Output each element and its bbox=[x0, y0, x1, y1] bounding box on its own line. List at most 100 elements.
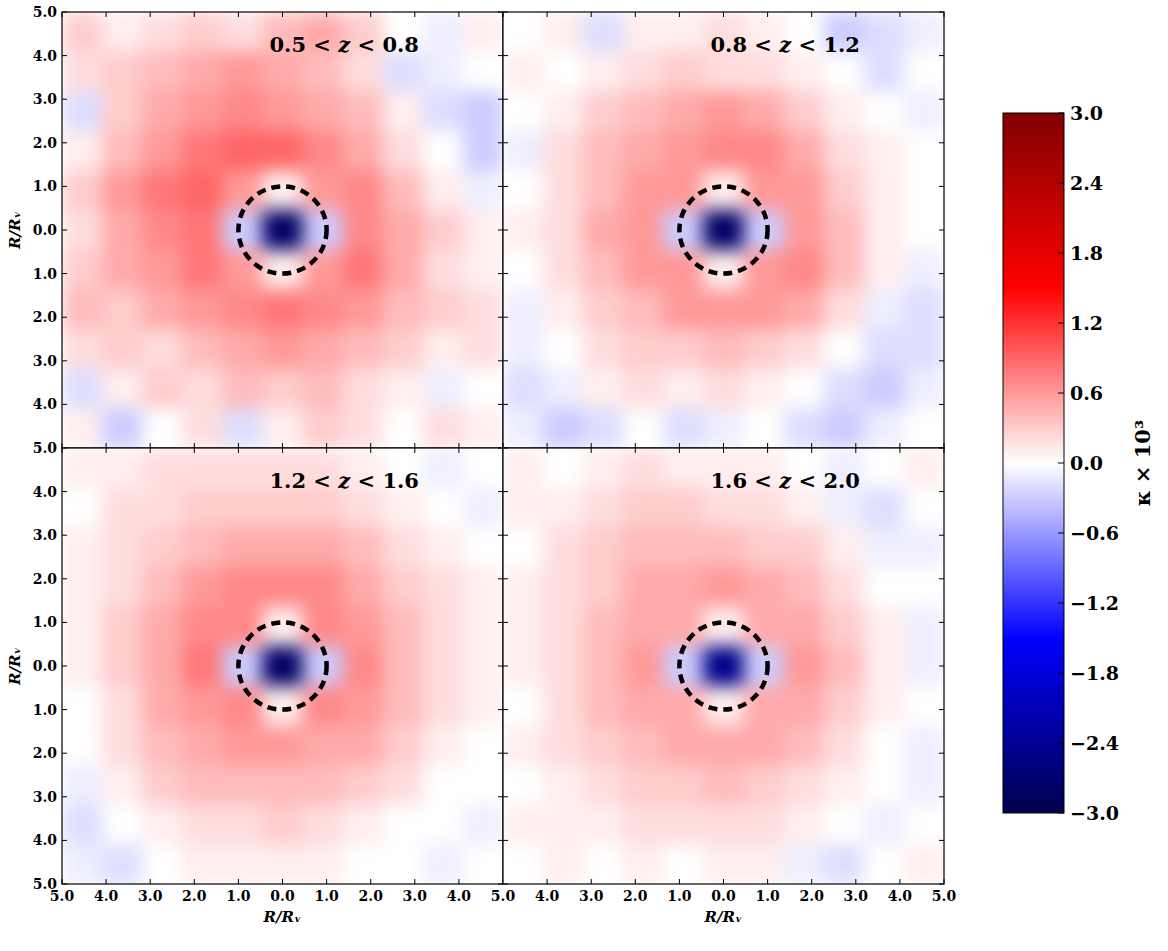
colorbar-tick-label: 3.0 bbox=[1070, 102, 1103, 124]
y-tick bbox=[62, 99, 67, 100]
heatmap-cell bbox=[182, 488, 223, 528]
heatmap-cell bbox=[744, 567, 785, 607]
x-tick-label: 2.0 bbox=[182, 888, 207, 904]
colorbar-tick-label: 1.8 bbox=[1070, 242, 1103, 264]
heatmap-cell bbox=[623, 12, 664, 52]
colorbar-tick bbox=[1058, 113, 1064, 114]
heatmap-cell bbox=[182, 289, 223, 329]
heatmap-cell bbox=[623, 210, 664, 250]
y-tick bbox=[939, 884, 944, 885]
colorbar-tick bbox=[1058, 253, 1064, 254]
heatmap-cell bbox=[904, 171, 944, 211]
x-tick bbox=[503, 443, 504, 448]
heatmap-cell bbox=[262, 210, 303, 250]
colorbar-tick bbox=[1058, 533, 1064, 534]
y-tick-label: 3.0 bbox=[33, 789, 58, 805]
heatmap-cell bbox=[62, 844, 103, 884]
heatmap-cell bbox=[623, 408, 664, 448]
y-tick bbox=[939, 753, 944, 754]
x-tick bbox=[238, 448, 239, 453]
x-tick bbox=[414, 879, 415, 884]
heatmap-cell bbox=[343, 725, 384, 765]
heatmap-cell bbox=[744, 131, 785, 171]
heatmap-cell bbox=[824, 210, 865, 250]
y-tick bbox=[939, 578, 944, 579]
heatmap-cell bbox=[102, 131, 143, 171]
plot-area bbox=[62, 12, 503, 448]
heatmap-cell bbox=[583, 686, 624, 726]
heatmap-cell bbox=[864, 250, 905, 290]
plot-area bbox=[503, 12, 944, 448]
heatmap-cell bbox=[102, 329, 143, 369]
heatmap-cell bbox=[343, 329, 384, 369]
heatmap-cell bbox=[62, 567, 103, 607]
y-tick bbox=[62, 666, 67, 667]
heatmap-cell bbox=[703, 805, 744, 845]
heatmap-cell bbox=[503, 369, 544, 409]
heatmap-cell bbox=[583, 448, 624, 488]
colorbar-tick bbox=[1058, 463, 1064, 464]
heatmap-cell bbox=[303, 369, 344, 409]
heatmap-cell bbox=[102, 527, 143, 567]
heatmap-cell bbox=[423, 131, 464, 171]
heatmap-cell bbox=[222, 607, 263, 647]
y-tick bbox=[62, 142, 67, 143]
heatmap-cell bbox=[463, 52, 503, 92]
heatmap-cell bbox=[503, 567, 544, 607]
heatmap-cell bbox=[583, 408, 624, 448]
x-tick bbox=[547, 443, 548, 448]
y-tick bbox=[62, 796, 67, 797]
y-tick-label: 1.0 bbox=[33, 702, 58, 718]
heatmap-cell bbox=[383, 171, 424, 211]
y-tick bbox=[503, 622, 508, 623]
heatmap-cell bbox=[583, 171, 624, 211]
heatmap-cell bbox=[904, 448, 944, 488]
heatmap-cell bbox=[423, 607, 464, 647]
heatmap-cell bbox=[303, 686, 344, 726]
y-tick bbox=[62, 840, 67, 841]
heatmap-cell bbox=[824, 250, 865, 290]
heatmap-cell bbox=[102, 567, 143, 607]
heatmap-cell bbox=[142, 210, 183, 250]
y-tick-label: 4.0 bbox=[33, 484, 58, 500]
heatmap-cell bbox=[824, 91, 865, 131]
heatmap-cell bbox=[623, 686, 664, 726]
heatmap-cell bbox=[303, 567, 344, 607]
y-tick-label: 0.0 bbox=[33, 658, 58, 674]
heatmap-cell bbox=[222, 488, 263, 528]
y-tick bbox=[498, 448, 503, 449]
heatmap-cell bbox=[824, 369, 865, 409]
heatmap-cell bbox=[62, 488, 103, 528]
heatmap-cell bbox=[463, 369, 503, 409]
heatmap-cell bbox=[383, 686, 424, 726]
heatmap-cell bbox=[503, 250, 544, 290]
heatmap-cell bbox=[784, 250, 825, 290]
heatmap-cell bbox=[583, 805, 624, 845]
heatmap-cell bbox=[423, 210, 464, 250]
y-tick-label: 0.0 bbox=[33, 222, 58, 238]
heatmap-cell bbox=[864, 488, 905, 528]
heatmap-cell bbox=[62, 607, 103, 647]
heatmap-cell bbox=[663, 607, 704, 647]
y-tick bbox=[62, 535, 67, 536]
heatmap-cell bbox=[744, 52, 785, 92]
x-tick bbox=[679, 443, 680, 448]
x-tick bbox=[62, 12, 63, 17]
heatmap-cell bbox=[703, 329, 744, 369]
x-tick bbox=[944, 879, 945, 884]
panel: 5.04.03.02.01.00.01.02.03.04.0R/Rᵥ0.5 < … bbox=[6, 4, 504, 449]
x-tick bbox=[238, 12, 239, 17]
heatmap-cell bbox=[864, 567, 905, 607]
panel-frame bbox=[62, 448, 503, 884]
x-tick bbox=[150, 12, 151, 17]
y-tick bbox=[498, 709, 503, 710]
heatmap-cell bbox=[142, 408, 183, 448]
heatmap-cell bbox=[623, 91, 664, 131]
heatmap-cell bbox=[543, 329, 584, 369]
heatmap-cell bbox=[703, 52, 744, 92]
x-tick bbox=[591, 12, 592, 17]
y-tick bbox=[498, 55, 503, 56]
heatmap-cell bbox=[543, 289, 584, 329]
panel-frame bbox=[503, 12, 944, 448]
y-tick bbox=[939, 448, 944, 449]
